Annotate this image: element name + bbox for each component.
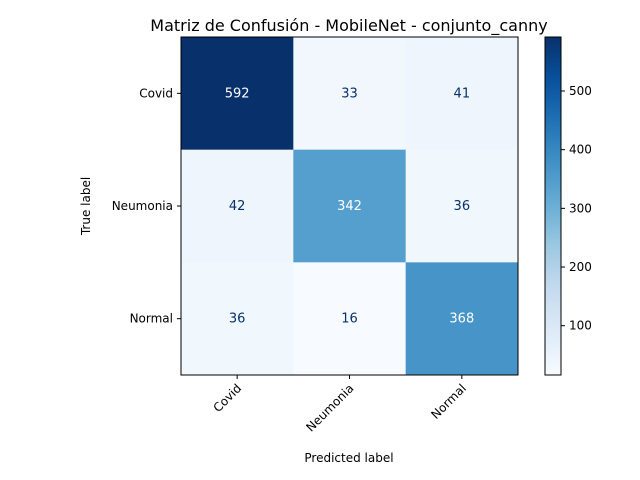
heatmap-cell <box>293 37 407 151</box>
cell-value-label: 42 <box>229 199 246 214</box>
colorbar-tick-label: 300 <box>569 201 592 215</box>
cell-value-label: 368 <box>449 312 474 327</box>
x-tick-label: Covid <box>211 381 245 415</box>
colorbar-tick-label: 100 <box>569 319 592 333</box>
heatmap-cell <box>293 262 407 376</box>
y-axis-label: True label <box>79 177 93 236</box>
chart-title: Matriz de Confusión - MobileNet - conjun… <box>150 16 547 36</box>
cell-value-label: 16 <box>341 312 358 327</box>
heatmap-cell <box>405 262 519 376</box>
colorbar-tick-label: 500 <box>569 84 592 98</box>
y-tick-label: Covid <box>139 86 173 100</box>
heatmap-cell <box>293 149 407 263</box>
colorbar-tick-label: 400 <box>569 143 592 157</box>
colorbar <box>544 36 562 376</box>
heatmap-cell <box>181 262 294 376</box>
cell-value-label: 36 <box>454 199 471 214</box>
x-tick-label: Neumonia <box>303 381 356 434</box>
colorbar-tick-label: 200 <box>569 260 592 274</box>
heatmap-cell <box>405 37 519 151</box>
y-tick-label: Normal <box>130 312 173 326</box>
cell-value-label: 342 <box>337 199 362 214</box>
y-tick-label: Neumonia <box>112 199 173 213</box>
cell-value-label: 33 <box>341 86 358 101</box>
x-axis-label: Predicted label <box>304 451 393 465</box>
cell-value-label: 592 <box>225 86 250 101</box>
heatmap-cells: 592 33 41 42 342 36 36 16 368 <box>181 37 519 376</box>
heatmap-cell <box>405 149 519 263</box>
cell-value-label: 36 <box>229 312 246 327</box>
cell-value-label: 41 <box>454 86 471 101</box>
colorbar-ticks: 100 200 300 400 500 <box>561 84 592 333</box>
y-axis-ticks: Covid Neumonia Normal <box>112 86 181 326</box>
heatmap-cell <box>181 149 294 263</box>
x-axis-ticks: Covid Neumonia Normal <box>211 375 469 434</box>
x-tick-label: Normal <box>428 381 469 422</box>
heatmap-cell <box>181 37 294 151</box>
